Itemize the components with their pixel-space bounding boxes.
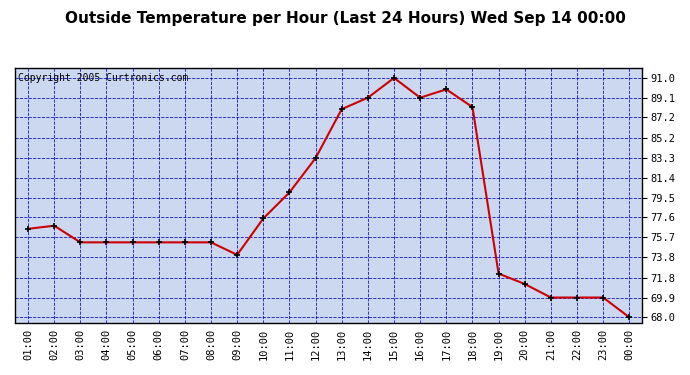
Text: Outside Temperature per Hour (Last 24 Hours) Wed Sep 14 00:00: Outside Temperature per Hour (Last 24 Ho… [65,11,625,26]
Text: Copyright 2005 Curtronics.com: Copyright 2005 Curtronics.com [18,73,188,82]
